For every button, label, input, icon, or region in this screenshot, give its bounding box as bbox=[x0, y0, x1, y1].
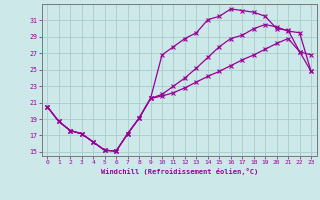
X-axis label: Windchill (Refroidissement éolien,°C): Windchill (Refroidissement éolien,°C) bbox=[100, 168, 258, 175]
